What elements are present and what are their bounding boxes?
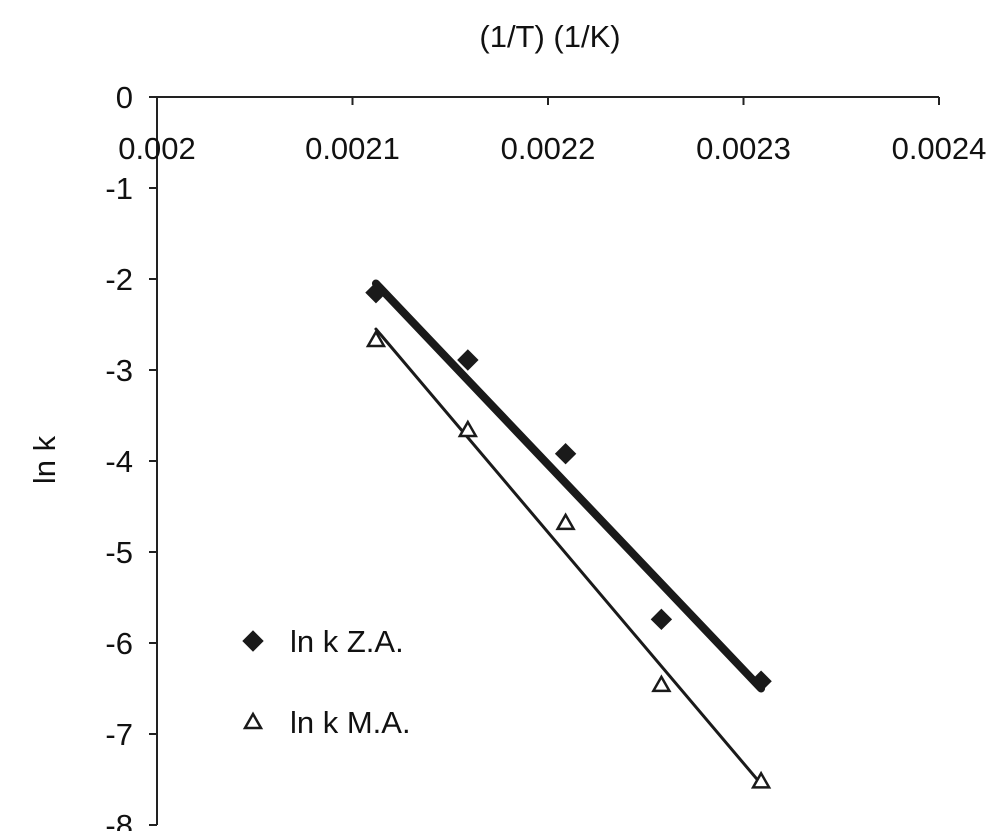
y-tick-label: -4 xyxy=(105,444,133,479)
y-tick-label: -7 xyxy=(105,717,133,752)
y-tick-label: 0 xyxy=(116,80,133,115)
legend-label-za: ln k Z.A. xyxy=(290,624,404,659)
point-ma xyxy=(651,674,672,693)
y-tick-label: -5 xyxy=(105,535,133,570)
trendline-ma xyxy=(374,327,763,786)
point-za xyxy=(365,281,387,304)
y-tick-label: -8 xyxy=(105,808,133,831)
x-tick-label: 0.0024 xyxy=(892,131,987,166)
point-za xyxy=(650,608,673,631)
y-tick-label: -2 xyxy=(105,262,133,297)
legend-marker-za xyxy=(242,630,264,652)
point-za xyxy=(457,349,479,371)
point-ma xyxy=(365,329,387,348)
point-ma xyxy=(457,419,478,438)
trendline-za xyxy=(371,279,766,693)
x-tick-label: 0.0022 xyxy=(501,131,596,166)
axes: 0.002 0.0021 0.0022 0.0023 0.0024 0 -1 -2 -3 -4 -5… xyxy=(105,80,986,831)
y-tick-label: -6 xyxy=(105,626,133,661)
y-tick-label: -3 xyxy=(105,353,133,388)
legend: ln k Z.A. ln k M.A. xyxy=(242,624,411,740)
trendlines xyxy=(371,279,766,786)
x-tick-label: 0.0023 xyxy=(696,131,791,166)
point-ma xyxy=(750,770,772,789)
point-za xyxy=(554,443,577,465)
y-axis-title: ln k xyxy=(27,435,62,484)
data-markers xyxy=(365,281,772,789)
legend-label-ma: ln k M.A. xyxy=(290,705,411,740)
x-tick-label: 0.0021 xyxy=(305,131,400,166)
y-tick-label: -1 xyxy=(105,171,133,206)
x-tick-label: 0.002 xyxy=(118,131,196,166)
point-ma xyxy=(555,512,576,531)
point-za xyxy=(750,670,772,692)
legend-marker-ma xyxy=(242,711,264,730)
x-axis-title: (1/T) (1/K) xyxy=(479,19,620,54)
